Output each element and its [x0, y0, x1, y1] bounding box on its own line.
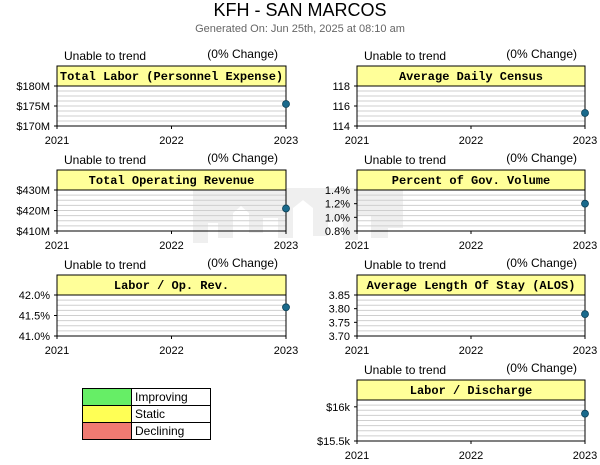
legend-label-declining: Declining	[131, 422, 211, 440]
chart-title: Labor / Discharge	[410, 384, 532, 398]
y-tick-label: 1.2%	[325, 199, 350, 211]
legend-row-declining: Declining	[82, 422, 211, 440]
trend-status: Unable to trend	[64, 258, 146, 272]
trend-status: Unable to trend	[364, 363, 446, 377]
chart-title-box	[56, 65, 287, 87]
x-tick-label: 2021	[45, 135, 69, 147]
legend: Improving Static Declining	[82, 388, 211, 440]
y-tick-label: 1.0%	[325, 212, 350, 224]
chart-panel-4: Unable to trend (0% Change) Percent of Gov…	[325, 151, 597, 252]
x-tick-label: 2023	[573, 450, 597, 462]
y-tick-label: 118	[332, 81, 350, 93]
legend-swatch-improving	[82, 388, 132, 406]
legend-label-improving: Improving	[131, 388, 211, 406]
x-tick-label: 2021	[345, 240, 369, 252]
y-tick-label: $16k	[326, 402, 350, 414]
y-tick-label: 42.0%	[19, 290, 50, 302]
x-tick-label: 2021	[345, 345, 369, 357]
legend-swatch-static	[82, 405, 132, 423]
y-tick-label: 3.80	[329, 304, 350, 316]
data-point	[581, 199, 589, 208]
chart-panel-3: Unable to trend (0% Change) Total Operatin…	[16, 151, 298, 252]
legend-swatch-declining	[82, 422, 132, 440]
x-tick-label: 2021	[45, 240, 69, 252]
chart-title-box	[56, 274, 287, 296]
x-tick-label: 2023	[274, 345, 298, 357]
trend-status: Unable to trend	[364, 258, 446, 272]
watermark-skyline-logo	[193, 188, 403, 278]
x-tick-label: 2022	[159, 240, 183, 252]
x-tick-label: 2022	[459, 345, 483, 357]
data-point	[282, 303, 290, 312]
chart-panel-5: Unable to trend (0% Change) Labor / Op. Re…	[19, 256, 298, 357]
chart-title-box	[356, 65, 586, 87]
y-tick-label: 3.75	[329, 317, 350, 329]
percent-change: (0% Change)	[207, 256, 278, 270]
trend-status: Unable to trend	[64, 153, 146, 167]
percent-change: (0% Change)	[207, 151, 278, 165]
legend-row-static: Static	[82, 405, 211, 423]
percent-change: (0% Change)	[506, 256, 577, 270]
chart-panel-2: Unable to trend (0% Change) Average Daily …	[332, 47, 597, 147]
generated-timestamp: Generated On: Jun 25th, 2025 at 08:10 am	[195, 23, 405, 35]
x-tick-label: 2022	[459, 240, 483, 252]
x-tick-label: 2021	[345, 450, 369, 462]
data-point	[581, 310, 589, 319]
x-tick-label: 2021	[345, 135, 369, 147]
y-tick-label: 116	[332, 101, 350, 113]
y-tick-label: 1.4%	[325, 185, 350, 197]
y-tick-label: $180M	[16, 81, 50, 93]
chart-title-box	[356, 169, 586, 191]
legend-row-improving: Improving	[82, 388, 211, 406]
data-point	[282, 100, 290, 108]
chart-title: Average Length Of Stay (ALOS)	[367, 279, 576, 293]
chart-panel-6: Unable to trend (0% Change) Average Length…	[329, 256, 598, 357]
x-tick-label: 2022	[459, 135, 483, 147]
percent-change: (0% Change)	[506, 151, 577, 165]
page-title: KFH - SAN MARCOS	[213, 0, 387, 20]
chart-title: Average Daily Census	[399, 70, 543, 84]
x-tick-label: 2022	[159, 345, 183, 357]
chart-title-box	[356, 274, 586, 296]
y-tick-label: $175M	[16, 101, 50, 113]
legend-label-static: Static	[131, 405, 211, 423]
y-tick-label: $410M	[16, 226, 50, 238]
data-point	[581, 409, 589, 418]
percent-change: (0% Change)	[207, 47, 278, 61]
chart-panel-1: Unable to trend (0% Change) Total Labor (P…	[16, 47, 298, 147]
y-tick-label: $15.5k	[317, 436, 351, 448]
data-point	[581, 109, 589, 117]
x-tick-label: 2022	[459, 450, 483, 462]
percent-change: (0% Change)	[506, 47, 577, 61]
x-tick-label: 2023	[274, 240, 298, 252]
chart-title: Total Operating Revenue	[89, 174, 255, 188]
x-tick-label: 2023	[573, 240, 597, 252]
chart-title-box	[356, 379, 586, 401]
trend-status: Unable to trend	[364, 49, 446, 63]
x-tick-label: 2021	[45, 345, 69, 357]
percent-change: (0% Change)	[506, 361, 577, 375]
chart-panel-7: Unable to trend (0% Change) Labor / Discha…	[317, 361, 597, 462]
y-tick-label: 3.85	[329, 290, 350, 302]
chart-title: Percent of Gov. Volume	[392, 174, 550, 188]
y-tick-label: $420M	[16, 206, 50, 218]
x-tick-label: 2022	[159, 135, 183, 147]
data-point	[282, 204, 290, 213]
y-tick-label: 41.0%	[19, 331, 50, 343]
trend-status: Unable to trend	[64, 49, 146, 63]
x-tick-label: 2023	[274, 135, 298, 147]
y-tick-label: 3.70	[329, 331, 350, 343]
chart-title: Total Labor (Personnel Expense)	[60, 70, 283, 84]
chart-title: Labor / Op. Rev.	[114, 279, 229, 293]
y-tick-label: 41.5%	[19, 311, 50, 323]
y-tick-label: 114	[332, 121, 350, 133]
x-tick-label: 2023	[573, 135, 597, 147]
y-tick-label: $430M	[16, 185, 50, 197]
chart-title-box	[56, 169, 287, 191]
y-tick-label: 0.8%	[325, 226, 350, 238]
y-tick-label: $170M	[16, 121, 50, 133]
trend-status: Unable to trend	[364, 153, 446, 167]
x-tick-label: 2023	[573, 345, 597, 357]
